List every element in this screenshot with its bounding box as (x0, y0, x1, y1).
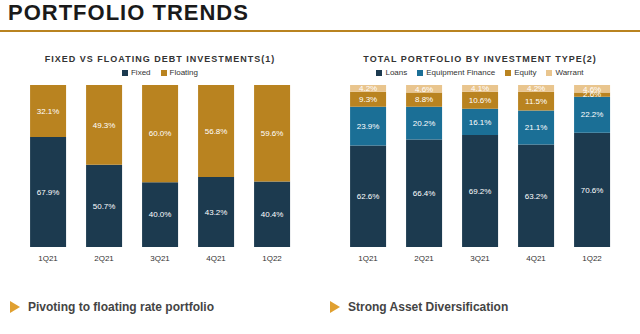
html-text:Equity: Equity (514, 68, 537, 77)
svg-text:4Q21: 4Q21 (206, 254, 226, 263)
svg-text:40.4%: 40.4% (261, 210, 284, 219)
svg-text:62.6%: 62.6% (357, 192, 380, 201)
svg-text:23.9%: 23.9% (357, 122, 380, 131)
svg-text:66.4%: 66.4% (413, 189, 436, 198)
svg-text:69.2%: 69.2% (469, 187, 492, 196)
svg-text:22.2%: 22.2% (581, 110, 604, 119)
svg-text:56.8%: 56.8% (205, 127, 228, 136)
svg-text:67.9%: 67.9% (37, 188, 60, 197)
svg-text:43.2%: 43.2% (205, 208, 228, 217)
svg-text:1Q22: 1Q22 (582, 254, 602, 263)
svg-text:2.6%: 2.6% (583, 90, 602, 100)
html-text:Fixed: Fixed (131, 68, 151, 77)
svg-text:4.6%: 4.6% (415, 85, 433, 94)
svg-text:4Q21: 4Q21 (526, 254, 546, 263)
svg-text:4.6%: 4.6% (583, 85, 601, 94)
svg-text:59.6%: 59.6% (261, 129, 284, 138)
svg-text:10.6%: 10.6% (469, 96, 492, 105)
html-text:Equipment Finance: Equipment Finance (426, 68, 496, 77)
html-text:Floating: Floating (169, 68, 198, 77)
html-text:Pivoting to floating rate port: Pivoting to floating rate portfolio (28, 300, 214, 314)
svg-text:1Q21: 1Q21 (358, 254, 378, 263)
svg-text:2Q21: 2Q21 (414, 254, 434, 263)
svg-text:63.2%: 63.2% (525, 192, 548, 201)
html-text:Loans: Loans (385, 68, 408, 77)
svg-text:4.2%: 4.2% (527, 84, 545, 93)
svg-text:49.3%: 49.3% (93, 121, 116, 130)
svg-text:32.1%: 32.1% (37, 107, 60, 116)
svg-text:50.7%: 50.7% (93, 202, 116, 211)
html-text:TOTAL PORTFOLIO BY INVESTMENT: TOTAL PORTFOLIO BY INVESTMENT TYPE(2) (363, 54, 597, 64)
svg-text:1Q21: 1Q21 (38, 254, 58, 263)
svg-text:1Q22: 1Q22 (262, 254, 282, 263)
svg-text:20.2%: 20.2% (413, 119, 436, 128)
svg-text:4.2%: 4.2% (359, 84, 377, 93)
svg-text:9.3%: 9.3% (359, 95, 377, 104)
svg-text:11.5%: 11.5% (525, 97, 547, 106)
html-text:PORTFOLIO TRENDS: PORTFOLIO TRENDS (8, 0, 249, 25)
svg-text:3Q21: 3Q21 (470, 254, 490, 263)
html-text:Strong Asset Diversification: Strong Asset Diversification (348, 300, 509, 314)
svg-text:2Q21: 2Q21 (94, 254, 114, 263)
svg-text:4.1%: 4.1% (471, 84, 489, 93)
html-text:FIXED VS FLOATING DEBT INVESTM: FIXED VS FLOATING DEBT INVESTMENTS(1) (44, 54, 276, 64)
svg-text:21.1%: 21.1% (525, 123, 548, 132)
svg-text:3Q21: 3Q21 (150, 254, 170, 263)
svg-text:60.0%: 60.0% (149, 129, 172, 138)
svg-text:8.8%: 8.8% (415, 95, 433, 104)
svg-text:40.0%: 40.0% (149, 210, 172, 219)
svg-text:70.6%: 70.6% (581, 186, 604, 195)
svg-text:16.1%: 16.1% (469, 118, 492, 127)
html-text:Warrant: Warrant (555, 68, 584, 77)
